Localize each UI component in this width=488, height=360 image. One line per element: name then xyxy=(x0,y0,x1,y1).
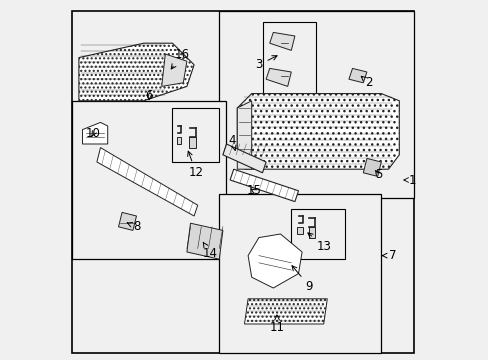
Polygon shape xyxy=(118,212,136,230)
Text: 10: 10 xyxy=(86,127,101,140)
Polygon shape xyxy=(265,68,291,86)
Polygon shape xyxy=(291,209,345,259)
Text: 14: 14 xyxy=(203,242,218,260)
Polygon shape xyxy=(177,137,181,144)
Polygon shape xyxy=(308,227,314,238)
Polygon shape xyxy=(230,169,298,202)
Polygon shape xyxy=(97,148,197,216)
Polygon shape xyxy=(247,234,302,288)
Polygon shape xyxy=(72,101,226,259)
Text: 2: 2 xyxy=(361,76,372,89)
Polygon shape xyxy=(269,32,294,50)
Text: 15: 15 xyxy=(246,184,261,197)
Polygon shape xyxy=(363,158,381,176)
Polygon shape xyxy=(186,223,223,259)
Polygon shape xyxy=(262,22,316,94)
Polygon shape xyxy=(172,108,219,162)
Polygon shape xyxy=(188,137,196,148)
Text: 16: 16 xyxy=(171,48,189,69)
Polygon shape xyxy=(223,144,265,173)
Polygon shape xyxy=(162,54,186,86)
Text: 5: 5 xyxy=(374,168,382,181)
Polygon shape xyxy=(348,68,366,83)
Text: 12: 12 xyxy=(187,151,203,179)
Text: 9: 9 xyxy=(291,266,312,293)
Text: 1: 1 xyxy=(403,174,415,186)
Text: 13: 13 xyxy=(307,233,331,253)
Polygon shape xyxy=(82,122,107,144)
Polygon shape xyxy=(72,11,413,353)
Polygon shape xyxy=(237,94,399,169)
Polygon shape xyxy=(297,227,302,234)
Text: 4: 4 xyxy=(228,134,236,150)
Text: 11: 11 xyxy=(269,315,284,334)
Polygon shape xyxy=(244,299,326,324)
Text: 8: 8 xyxy=(127,220,140,233)
Polygon shape xyxy=(237,101,251,169)
Text: 6: 6 xyxy=(145,89,153,102)
Text: 3: 3 xyxy=(255,56,277,71)
Polygon shape xyxy=(79,43,194,101)
Text: 7: 7 xyxy=(382,249,395,262)
Polygon shape xyxy=(219,11,413,198)
Polygon shape xyxy=(219,194,381,353)
